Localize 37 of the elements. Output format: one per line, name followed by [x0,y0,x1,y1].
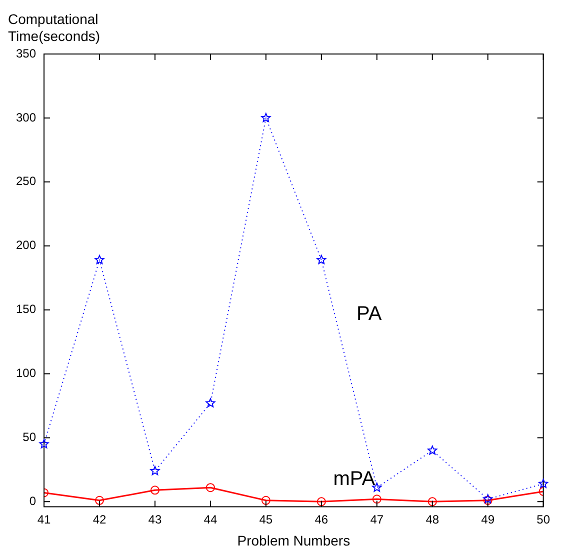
y-tick-label: 50 [22,430,36,444]
x-tick-label: 43 [148,512,162,526]
point [206,483,215,492]
x-tick-label: 49 [481,512,495,526]
series-label: mPA [333,468,376,490]
point [538,478,548,488]
series-label: PA [356,302,382,325]
x-tick-label: 50 [536,512,550,526]
point [150,466,160,476]
y-tick-label: 200 [16,238,36,252]
point [150,486,160,495]
x-tick-label: 46 [314,512,328,526]
x-tick-label: 41 [37,512,52,526]
y-tick-label: 0 [29,494,36,508]
y-tick-label: 100 [16,366,36,380]
point [95,496,104,505]
x-axis-title: Problem Numbers [237,532,350,548]
point [206,398,216,408]
y-tick-label: 300 [16,110,36,124]
point [428,497,437,506]
point [316,254,326,264]
point [94,254,104,264]
point [372,494,382,504]
point [39,439,49,448]
x-tick-label: 48 [426,512,440,526]
point [316,497,326,506]
point [428,446,438,455]
point [261,496,270,505]
x-tick-label: 47 [370,512,384,526]
x-tick-label: 42 [92,512,106,526]
y-axis-title: Computational Time(seconds) [8,11,100,44]
x-tick-label: 45 [259,512,273,526]
point [261,112,271,122]
x-tick-label: 44 [204,512,218,526]
y-tick-label: 350 [16,46,36,60]
y-tick-label: 150 [16,302,36,316]
y-tick-label: 250 [16,174,36,188]
